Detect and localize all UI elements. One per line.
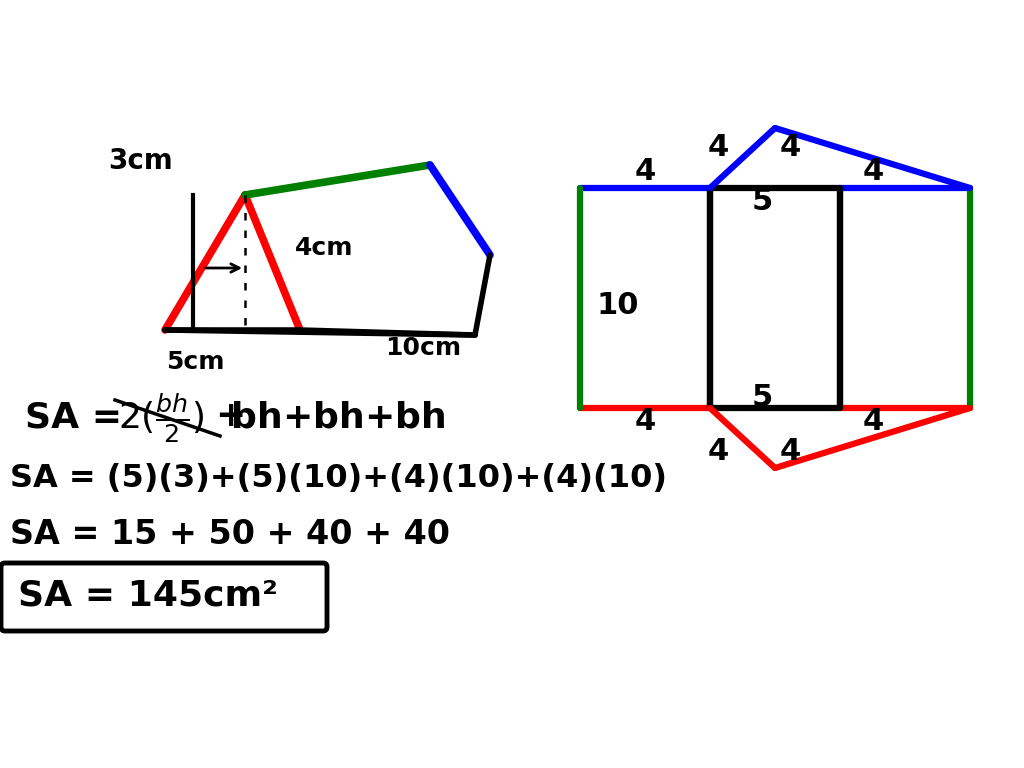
Text: +: + [215,399,246,433]
Text: 4: 4 [862,157,884,187]
Text: 4: 4 [779,134,801,163]
Text: 4: 4 [635,157,655,187]
Text: 3cm: 3cm [108,147,173,175]
Text: 4: 4 [708,134,729,163]
Text: 4: 4 [635,408,655,436]
Text: SA = 145cm²: SA = 145cm² [18,578,278,612]
Text: 10cm: 10cm [385,336,461,360]
Text: SA = 15 + 50 + 40 + 40: SA = 15 + 50 + 40 + 40 [10,518,450,551]
Text: 10: 10 [597,290,639,319]
Text: SA = (5)(3)+(5)(10)+(4)(10)+(4)(10): SA = (5)(3)+(5)(10)+(4)(10)+(4)(10) [10,462,667,494]
Text: 4: 4 [779,438,801,466]
Text: 4: 4 [862,408,884,436]
Text: $2(\frac{bh}{2})$  bh+bh+bh: $2(\frac{bh}{2})$ bh+bh+bh [118,392,445,445]
Text: 4cm: 4cm [295,236,353,260]
Text: 5cm: 5cm [166,350,224,374]
FancyBboxPatch shape [1,563,327,631]
Text: 5: 5 [752,383,773,412]
Text: 4: 4 [708,438,729,466]
Text: SA =: SA = [25,401,135,435]
Text: 5: 5 [752,187,773,217]
